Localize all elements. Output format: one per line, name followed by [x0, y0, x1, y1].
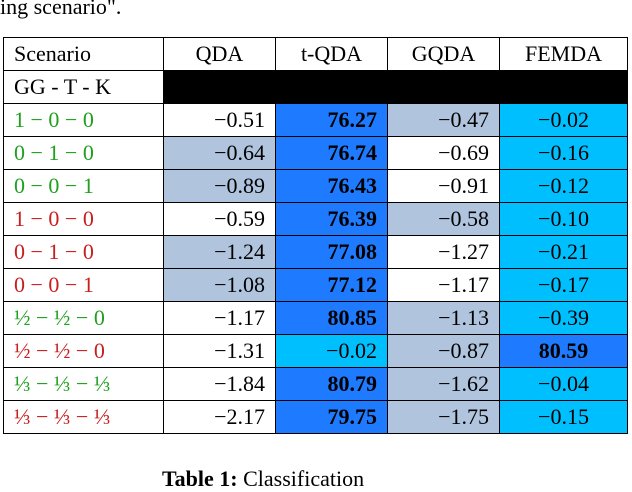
value-cell: −1.13 — [387, 301, 500, 335]
data-row: 0 − 1 − 0 −1.24 77.08 −1.27 −0.21 — [3, 235, 628, 269]
value-cell: 76.74 — [275, 136, 388, 170]
data-row: ⅓ − ⅓ − ⅓ −1.84 80.79 −1.62 −0.04 — [3, 367, 628, 401]
value-cell: −0.10 — [499, 202, 628, 236]
scenario-cell: 0 − 1 − 0 — [3, 136, 164, 170]
value-cell: −1.31 — [163, 334, 276, 368]
value-cell: −1.84 — [163, 367, 276, 401]
value-cell: −1.17 — [387, 268, 500, 302]
value-cell: −0.02 — [499, 103, 628, 137]
value-cell: 76.39 — [275, 202, 388, 236]
header-cell: Scenario — [3, 37, 164, 71]
scenario-cell: 1 − 0 − 0 — [3, 202, 164, 236]
value-cell: −0.39 — [499, 301, 628, 335]
subheader-cell: GG - T - K — [3, 70, 164, 104]
value-cell: 77.08 — [275, 235, 388, 269]
caption: Table 1: Classification — [162, 466, 364, 492]
data-row: 1 − 0 − 0 −0.59 76.39 −0.58 −0.10 — [3, 202, 628, 236]
value-cell: 76.27 — [275, 103, 388, 137]
value-cell: −0.59 — [163, 202, 276, 236]
value-cell: −0.89 — [163, 169, 276, 203]
data-row: ½ − ½ − 0 −1.17 80.85 −1.13 −0.39 — [3, 301, 628, 335]
value-cell: −0.58 — [387, 202, 500, 236]
subheader-row: GG - T - K — [3, 70, 628, 104]
caption-text: Classification — [243, 466, 365, 491]
value-cell: −0.21 — [499, 235, 628, 269]
header-cell: GQDA — [387, 37, 500, 71]
data-row: ½ − ½ − 0 −1.31 −0.02 −0.87 80.59 — [3, 334, 628, 368]
data-row: ⅓ − ⅓ − ⅓ −2.17 79.75 −1.75 −0.15 — [3, 400, 628, 434]
value-cell: 80.79 — [275, 367, 388, 401]
value-cell: −0.02 — [275, 334, 388, 368]
value-cell: −0.69 — [387, 136, 500, 170]
scenario-cell: 1 − 0 − 0 — [3, 103, 164, 137]
value-cell: −0.16 — [499, 136, 628, 170]
value-cell: 80.85 — [275, 301, 388, 335]
value-cell: −0.64 — [163, 136, 276, 170]
value-cell: −1.62 — [387, 367, 500, 401]
black-band — [163, 70, 628, 104]
value-cell: −0.04 — [499, 367, 628, 401]
value-cell: 76.43 — [275, 169, 388, 203]
preceding-text: ing scenario". — [0, 0, 122, 19]
data-row: 1 − 0 − 0 −0.51 76.27 −0.47 −0.02 — [3, 103, 628, 137]
scenario-cell: ⅓ − ⅓ − ⅓ — [3, 367, 164, 401]
value-cell: −0.47 — [387, 103, 500, 137]
scenario-cell: ⅓ − ⅓ − ⅓ — [3, 400, 164, 434]
value-cell: 79.75 — [275, 400, 388, 434]
data-row: 0 − 1 − 0 −0.64 76.74 −0.69 −0.16 — [3, 136, 628, 170]
value-cell: −0.15 — [499, 400, 628, 434]
value-cell: −1.24 — [163, 235, 276, 269]
results-table: Scenario QDA t-QDA GQDA FEMDA GG - T - K… — [3, 37, 628, 434]
scenario-cell: 0 − 0 − 1 — [3, 268, 164, 302]
value-cell: −2.17 — [163, 400, 276, 434]
value-cell: −1.17 — [163, 301, 276, 335]
scenario-cell: 0 − 0 − 1 — [3, 169, 164, 203]
scenario-cell: ½ − ½ − 0 — [3, 334, 164, 368]
header-cell: QDA — [163, 37, 276, 71]
value-cell: 80.59 — [499, 334, 628, 368]
header-cell: t-QDA — [275, 37, 388, 71]
value-cell: −1.08 — [163, 268, 276, 302]
value-cell: −1.27 — [387, 235, 500, 269]
value-cell: −0.17 — [499, 268, 628, 302]
value-cell: −0.87 — [387, 334, 500, 368]
data-row: 0 − 0 − 1 −1.08 77.12 −1.17 −0.17 — [3, 268, 628, 302]
scenario-cell: 0 − 1 − 0 — [3, 235, 164, 269]
header-cell: FEMDA — [499, 37, 628, 71]
caption-label: Table 1: — [162, 466, 238, 491]
value-cell: −0.91 — [387, 169, 500, 203]
scenario-cell: ½ − ½ − 0 — [3, 301, 164, 335]
value-cell: −1.75 — [387, 400, 500, 434]
value-cell: −0.12 — [499, 169, 628, 203]
value-cell: −0.51 — [163, 103, 276, 137]
data-row: 0 − 0 − 1 −0.89 76.43 −0.91 −0.12 — [3, 169, 628, 203]
value-cell: 77.12 — [275, 268, 388, 302]
header-row: Scenario QDA t-QDA GQDA FEMDA — [3, 37, 628, 71]
